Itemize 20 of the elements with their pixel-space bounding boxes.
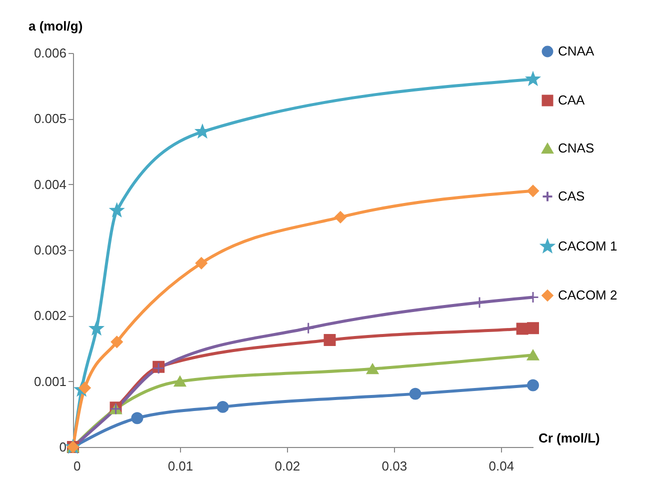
y-tick-label: 0.003 — [34, 242, 66, 258]
legend-label: CAS — [558, 188, 586, 204]
y-tick-label: 0 — [59, 440, 66, 454]
y-axis-title: a (mol/g) — [28, 18, 83, 34]
x-axis-title: Cr (mol/L) — [538, 430, 600, 446]
legend-label: CACOM 1 — [558, 238, 618, 254]
y-tick-label: 0.001 — [34, 374, 66, 389]
legend-label: CACOM 2 — [558, 288, 618, 302]
legend-label: CNAS — [558, 140, 594, 156]
x-tick-label: 0.04 — [488, 458, 514, 474]
legend-label: CAA — [558, 92, 586, 108]
y-tick-label: 0.006 — [34, 46, 66, 60]
y-tick-label: 0.002 — [34, 308, 66, 324]
y-tick-label: 0.004 — [34, 176, 66, 192]
legend-label: CNAA — [558, 44, 594, 58]
x-tick-label: 0.01 — [168, 458, 194, 474]
x-tick-label: 0 — [74, 458, 81, 474]
x-tick-label: 0.02 — [274, 458, 300, 474]
y-tick-label: 0.005 — [34, 111, 66, 126]
x-tick-label: 0.03 — [382, 458, 408, 474]
